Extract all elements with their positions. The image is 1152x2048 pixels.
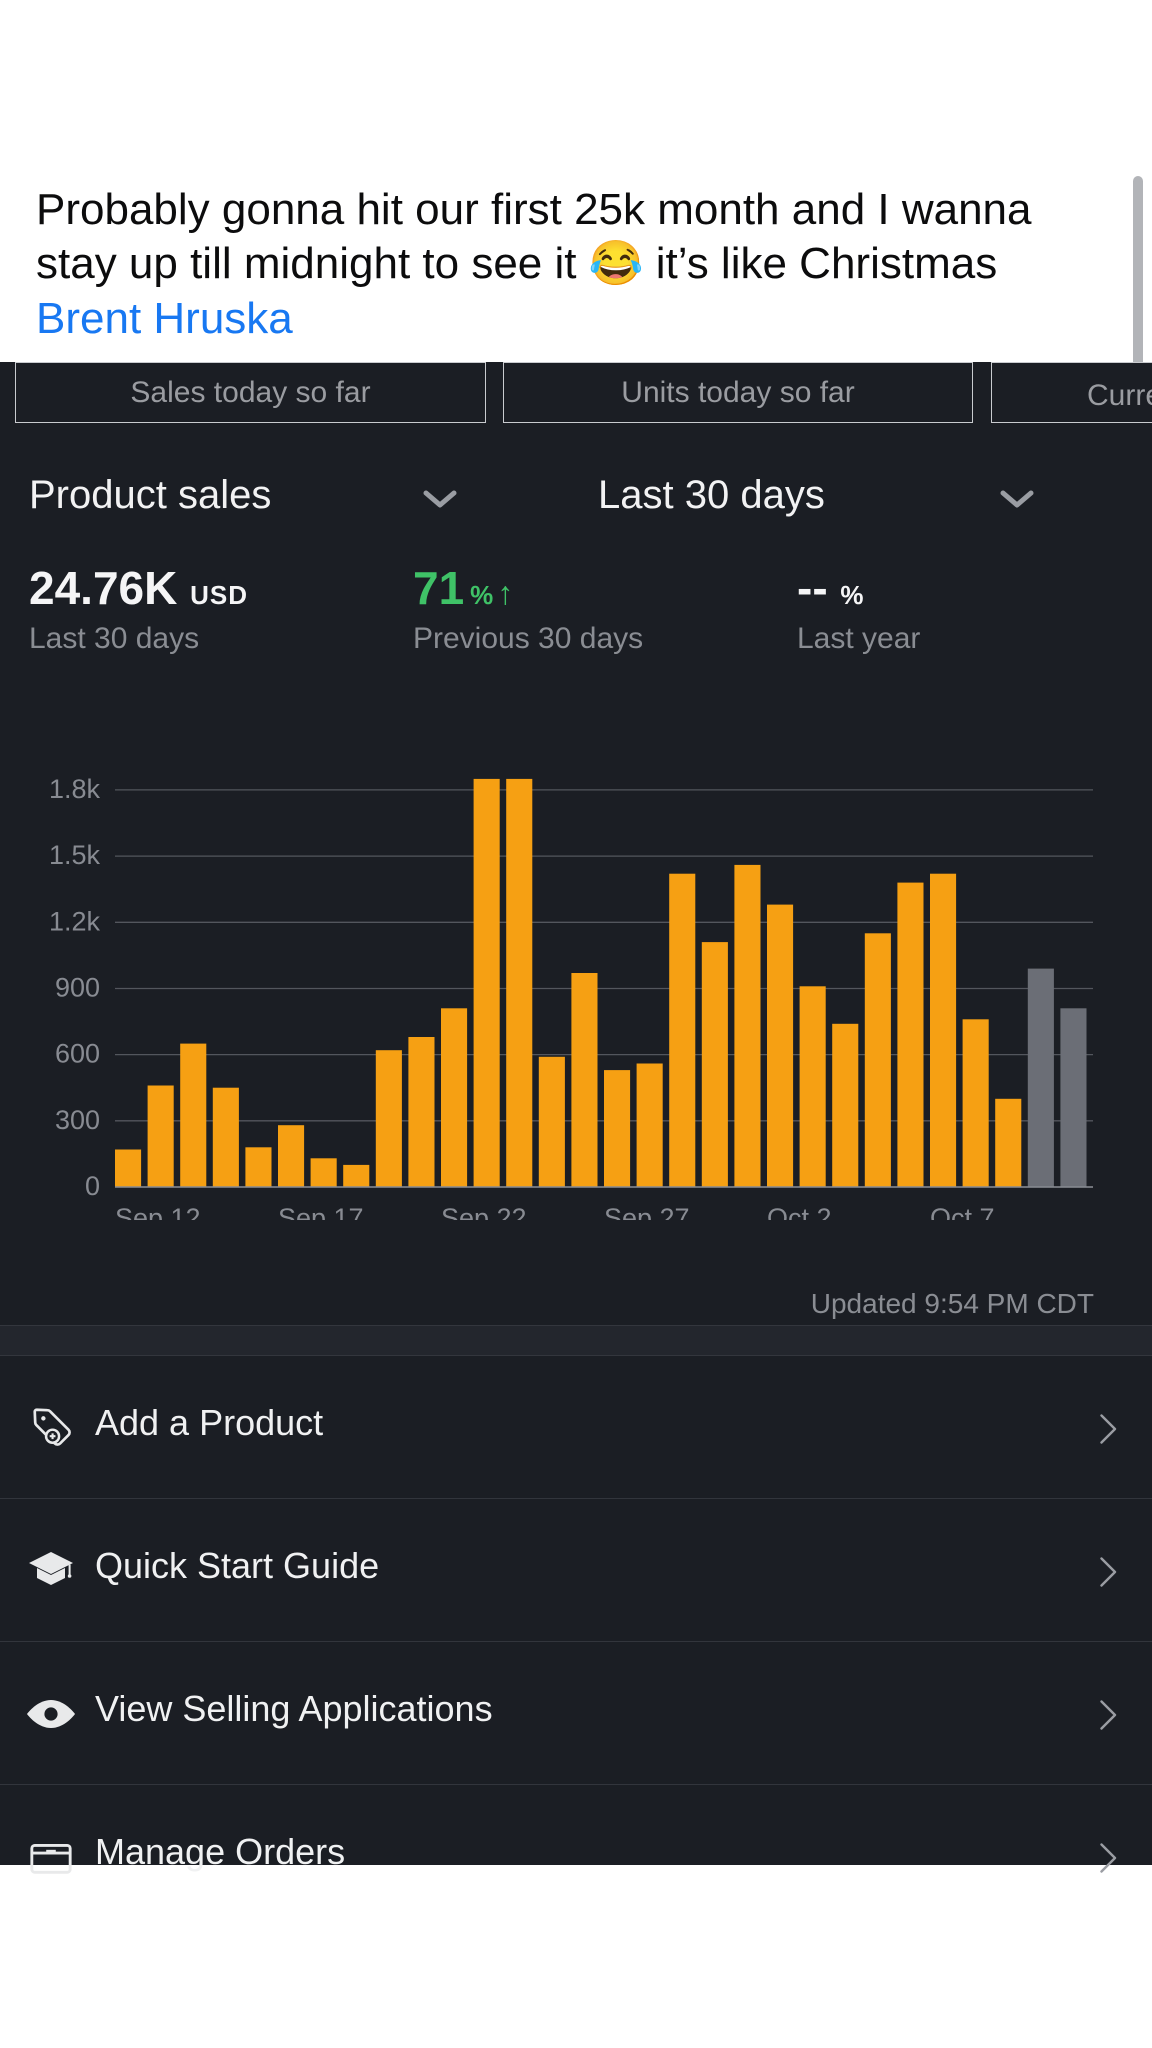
svg-text:600: 600 xyxy=(55,1039,100,1069)
svg-text:Sep 22: Sep 22 xyxy=(441,1203,527,1220)
svg-text:Sep 17: Sep 17 xyxy=(278,1203,364,1220)
svg-text:Sep 27: Sep 27 xyxy=(604,1203,690,1220)
svg-text:1.8k: 1.8k xyxy=(49,774,101,804)
svg-text:1.2k: 1.2k xyxy=(49,906,101,936)
svg-text:900: 900 xyxy=(55,973,100,1003)
svg-text:1.5k: 1.5k xyxy=(49,840,101,870)
svg-text:Oct 2: Oct 2 xyxy=(767,1203,832,1220)
svg-text:Oct 7: Oct 7 xyxy=(930,1203,995,1220)
svg-text:0: 0 xyxy=(85,1171,100,1201)
svg-text:Sep 12: Sep 12 xyxy=(115,1203,201,1220)
svg-text:300: 300 xyxy=(55,1105,100,1135)
